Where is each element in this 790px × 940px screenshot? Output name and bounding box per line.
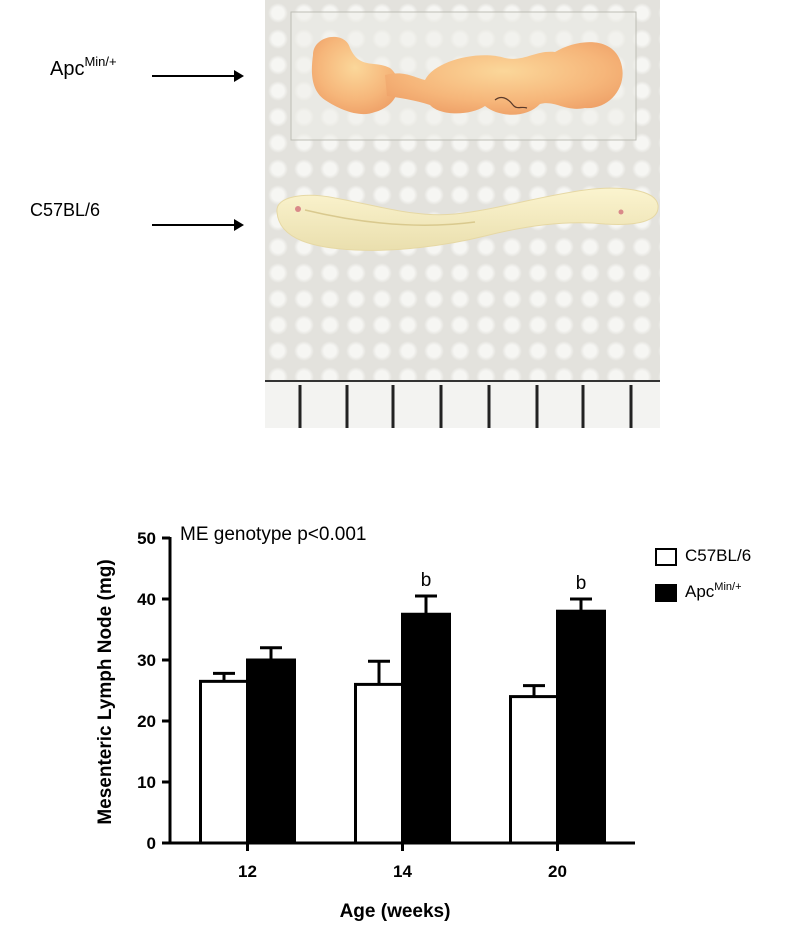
label-apc: ApcMin/+ bbox=[50, 54, 117, 81]
x-tick-label-20: 20 bbox=[548, 862, 567, 881]
legend-label-c57: C57BL/6 bbox=[685, 546, 751, 566]
y-axis-title: Mesenteric Lymph Node (mg) bbox=[95, 559, 116, 824]
bar-series0-20 bbox=[509, 695, 559, 845]
x-axis-title: Age (weeks) bbox=[340, 901, 451, 922]
tissue-photograph-drawing bbox=[265, 11, 660, 428]
tissue-photograph bbox=[265, 0, 660, 428]
ruler bbox=[265, 380, 660, 428]
y-tick-label-40: 40 bbox=[137, 590, 156, 609]
c57-vessel-line bbox=[304, 209, 476, 226]
c57-blood-spot-2 bbox=[618, 209, 624, 215]
y-tick-label-30: 30 bbox=[137, 651, 156, 670]
legend-swatch-apc bbox=[655, 584, 677, 602]
chart-annotation: ME genotype p<0.001 bbox=[180, 524, 366, 545]
x-tick-label-14: 14 bbox=[393, 862, 412, 881]
bar-series0-14 bbox=[354, 682, 404, 845]
label-apc-main: Apc bbox=[50, 58, 85, 80]
legend-label-c57-main: C57BL/6 bbox=[685, 546, 752, 565]
c57-blood-spot bbox=[295, 206, 301, 212]
tissue-photo-panel: ApcMin/+ C57BL/6 bbox=[0, 0, 790, 440]
bar-series1-12 bbox=[246, 658, 296, 845]
significance-label-1-14: b bbox=[421, 570, 432, 591]
y-tick-label-0: 0 bbox=[147, 834, 156, 853]
y-tick-label-10: 10 bbox=[137, 773, 156, 792]
legend-swatch-c57 bbox=[655, 548, 677, 566]
legend-label-apc-main: Apc bbox=[685, 582, 715, 601]
bar-series1-20 bbox=[556, 609, 606, 845]
y-tick-label-20: 20 bbox=[137, 712, 156, 731]
y-tick-label-50: 50 bbox=[137, 529, 156, 548]
label-c57: C57BL/6 bbox=[30, 200, 101, 220]
legend-label-apc-superscript: Min/+ bbox=[714, 581, 742, 593]
c57-lymph-node-tissue bbox=[276, 187, 659, 251]
apc-lymph-node-tissue-2 bbox=[385, 42, 623, 115]
significance-label-1-20: b bbox=[576, 573, 587, 594]
legend-label-apc: ApcMin/+ bbox=[685, 581, 742, 602]
plot-area: 0 10 20 30 40 50 12 14 b 20 b bbox=[137, 529, 635, 881]
apc-lymph-node-tissue bbox=[311, 36, 399, 115]
arrow-apc bbox=[152, 70, 244, 82]
bar-series1-14 bbox=[401, 612, 451, 845]
x-tick-label-12: 12 bbox=[238, 862, 257, 881]
label-apc-superscript: Min/+ bbox=[84, 54, 117, 69]
bar-series0-12 bbox=[199, 679, 249, 845]
arrow-c57 bbox=[152, 219, 244, 231]
apc-vessel-line bbox=[494, 96, 528, 109]
